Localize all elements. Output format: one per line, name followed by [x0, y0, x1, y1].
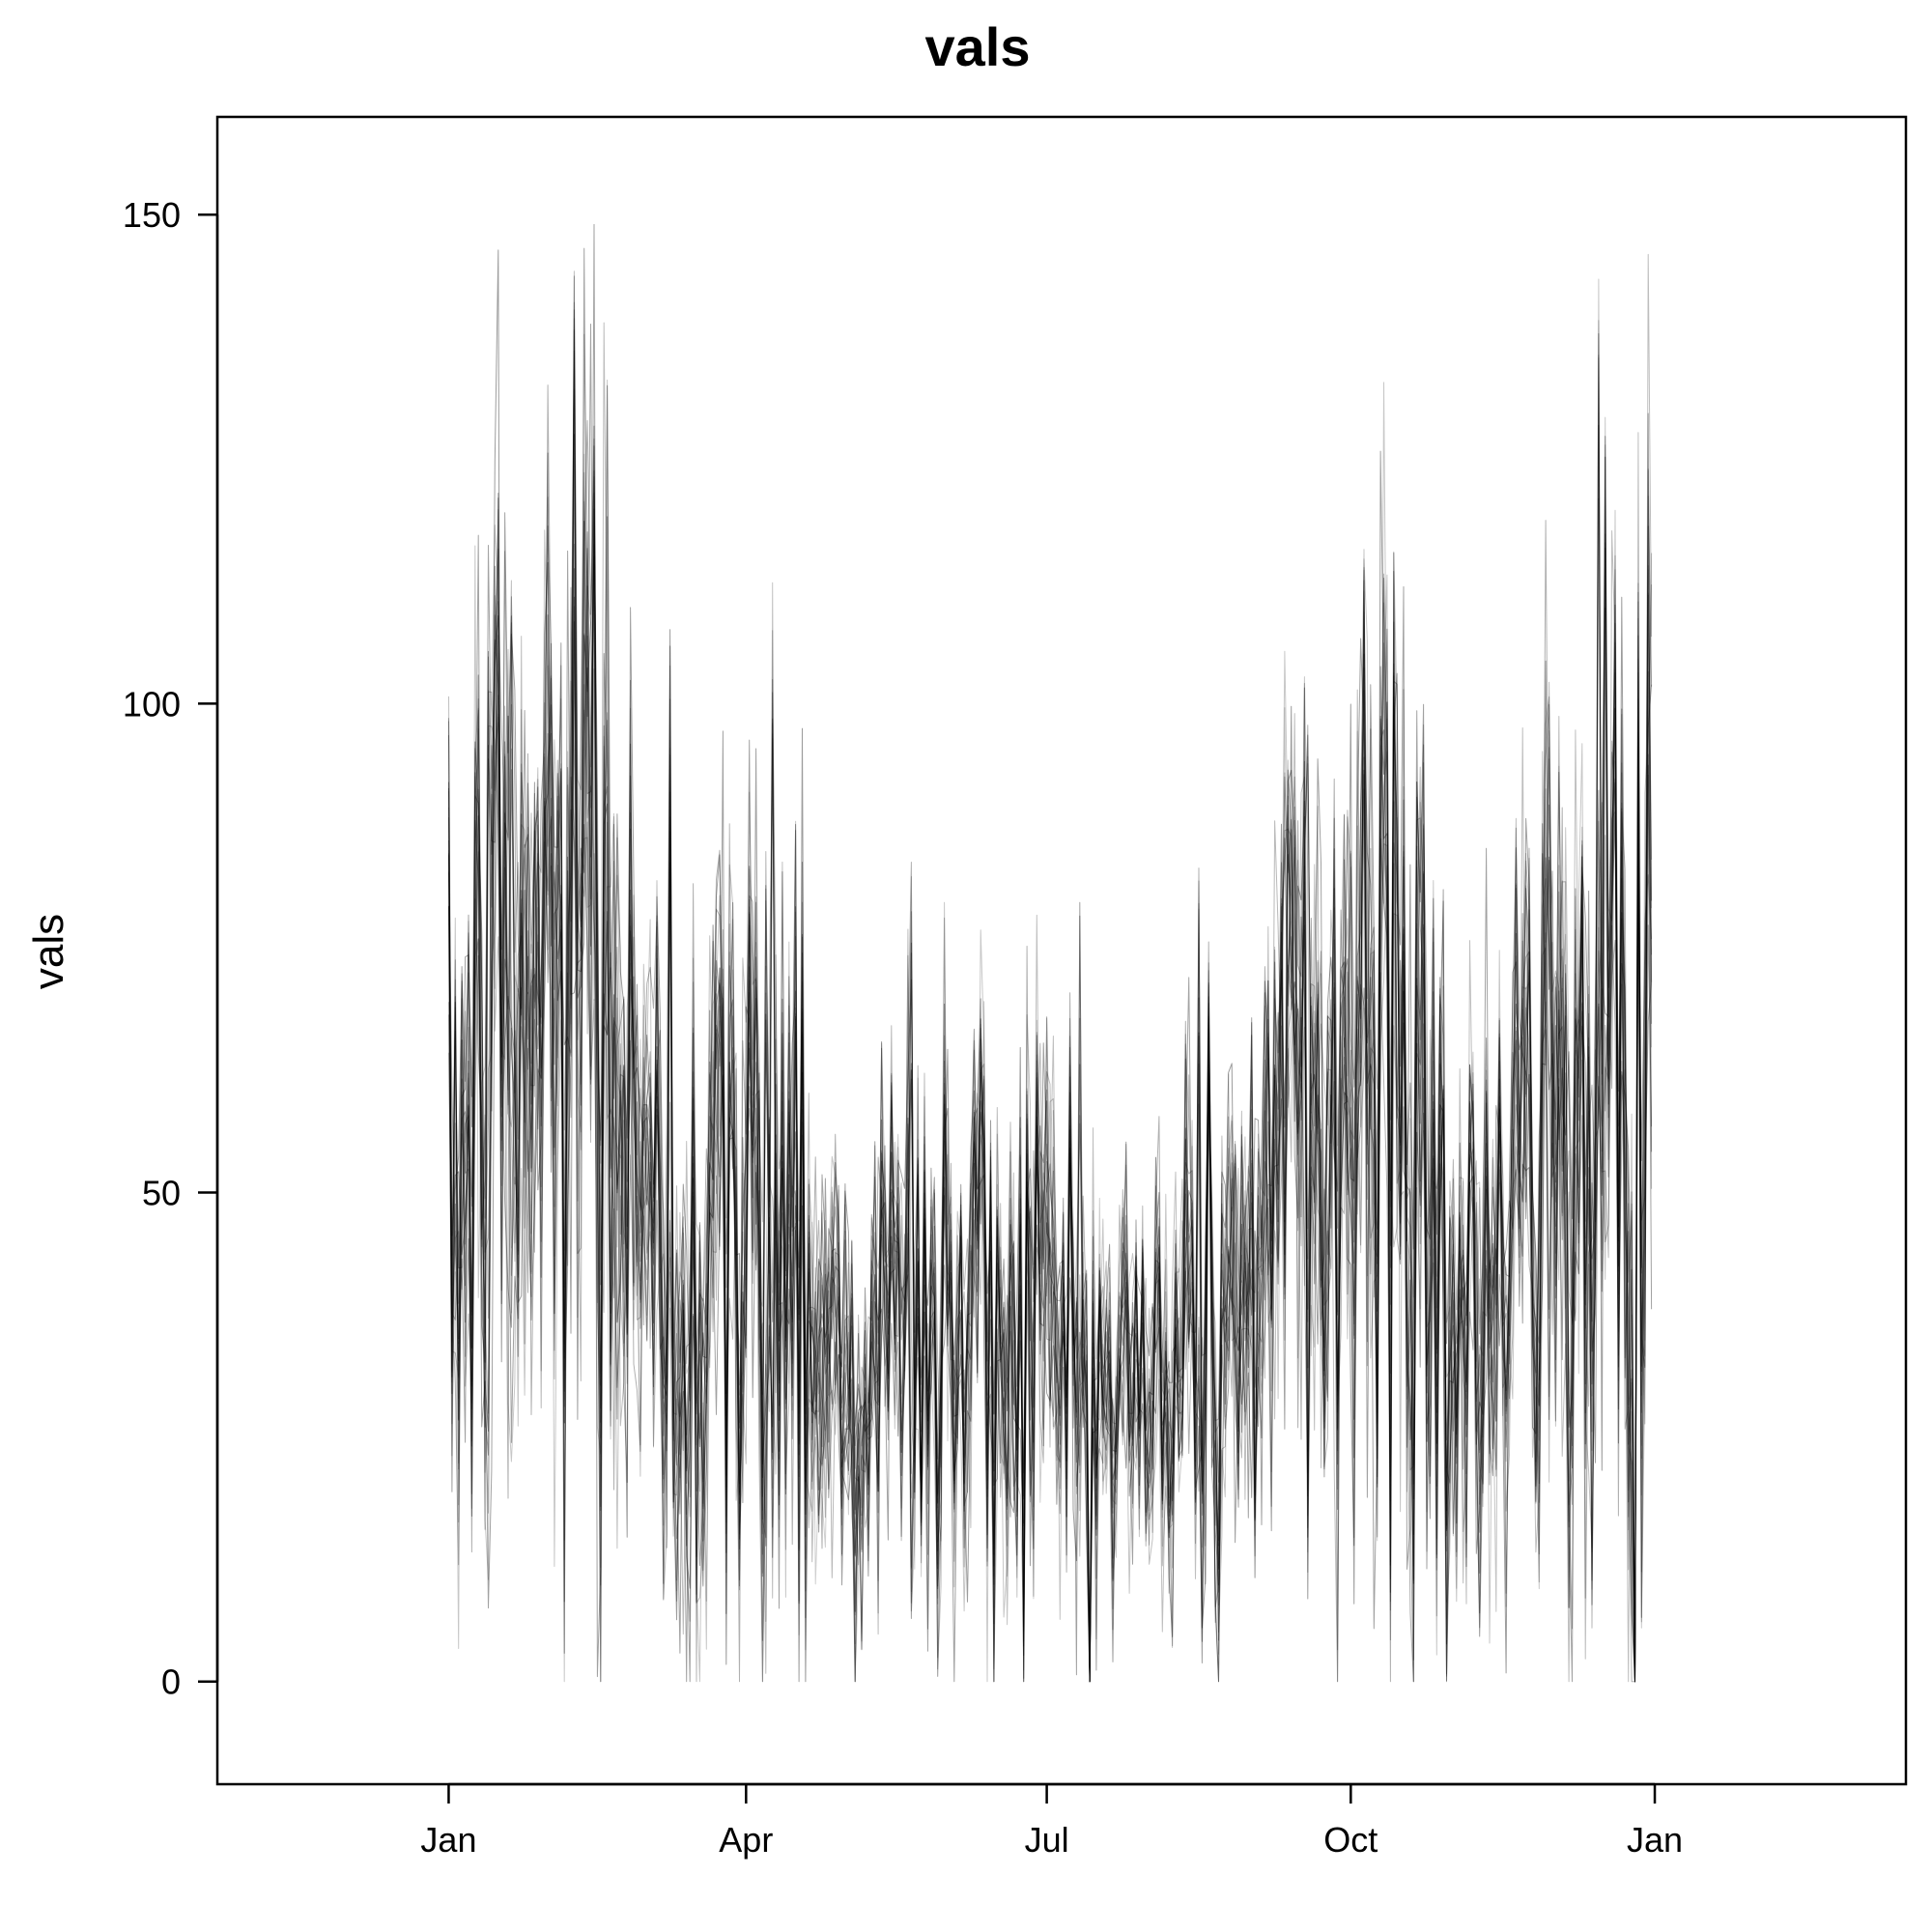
series-line — [448, 329, 1653, 1683]
series-line — [448, 309, 1653, 1683]
series-line — [448, 249, 1653, 1683]
series-line — [448, 275, 1653, 1683]
series-line — [448, 439, 1653, 1683]
series-line — [448, 384, 1653, 1683]
series-line — [448, 357, 1653, 1683]
series-line — [448, 270, 1653, 1683]
x-tick-label: Apr — [719, 1820, 773, 1860]
y-axis-label: vals — [25, 914, 72, 989]
series-line — [448, 278, 1653, 1683]
series-line — [448, 247, 1653, 1683]
x-axis: Jan Apr Jul Oct Jan — [420, 1782, 1683, 1860]
series-line — [448, 384, 1653, 1683]
chart-title: vals — [925, 16, 1031, 77]
series-line — [448, 444, 1653, 1683]
y-tick-label: 100 — [123, 684, 181, 724]
y-tick-label: 50 — [142, 1174, 181, 1213]
x-tick-label: Jan — [420, 1820, 476, 1860]
x-tick-label: Jan — [1627, 1820, 1683, 1860]
y-axis: 0 50 100 150 — [123, 195, 219, 1702]
x-tick-label: Jul — [1025, 1820, 1069, 1860]
series-line — [448, 469, 1653, 1683]
series-line — [448, 434, 1653, 1683]
series-line — [448, 520, 1653, 1683]
x-tick-label: Oct — [1323, 1820, 1378, 1860]
series-lines — [448, 223, 1653, 1683]
series-line — [448, 318, 1653, 1683]
series-line — [448, 476, 1653, 1683]
series-line — [448, 253, 1653, 1683]
series-line — [448, 456, 1653, 1683]
series-line — [448, 223, 1653, 1683]
y-tick-label: 150 — [123, 195, 181, 235]
y-tick-label: 0 — [161, 1662, 181, 1702]
plot-frame — [215, 115, 1908, 1786]
